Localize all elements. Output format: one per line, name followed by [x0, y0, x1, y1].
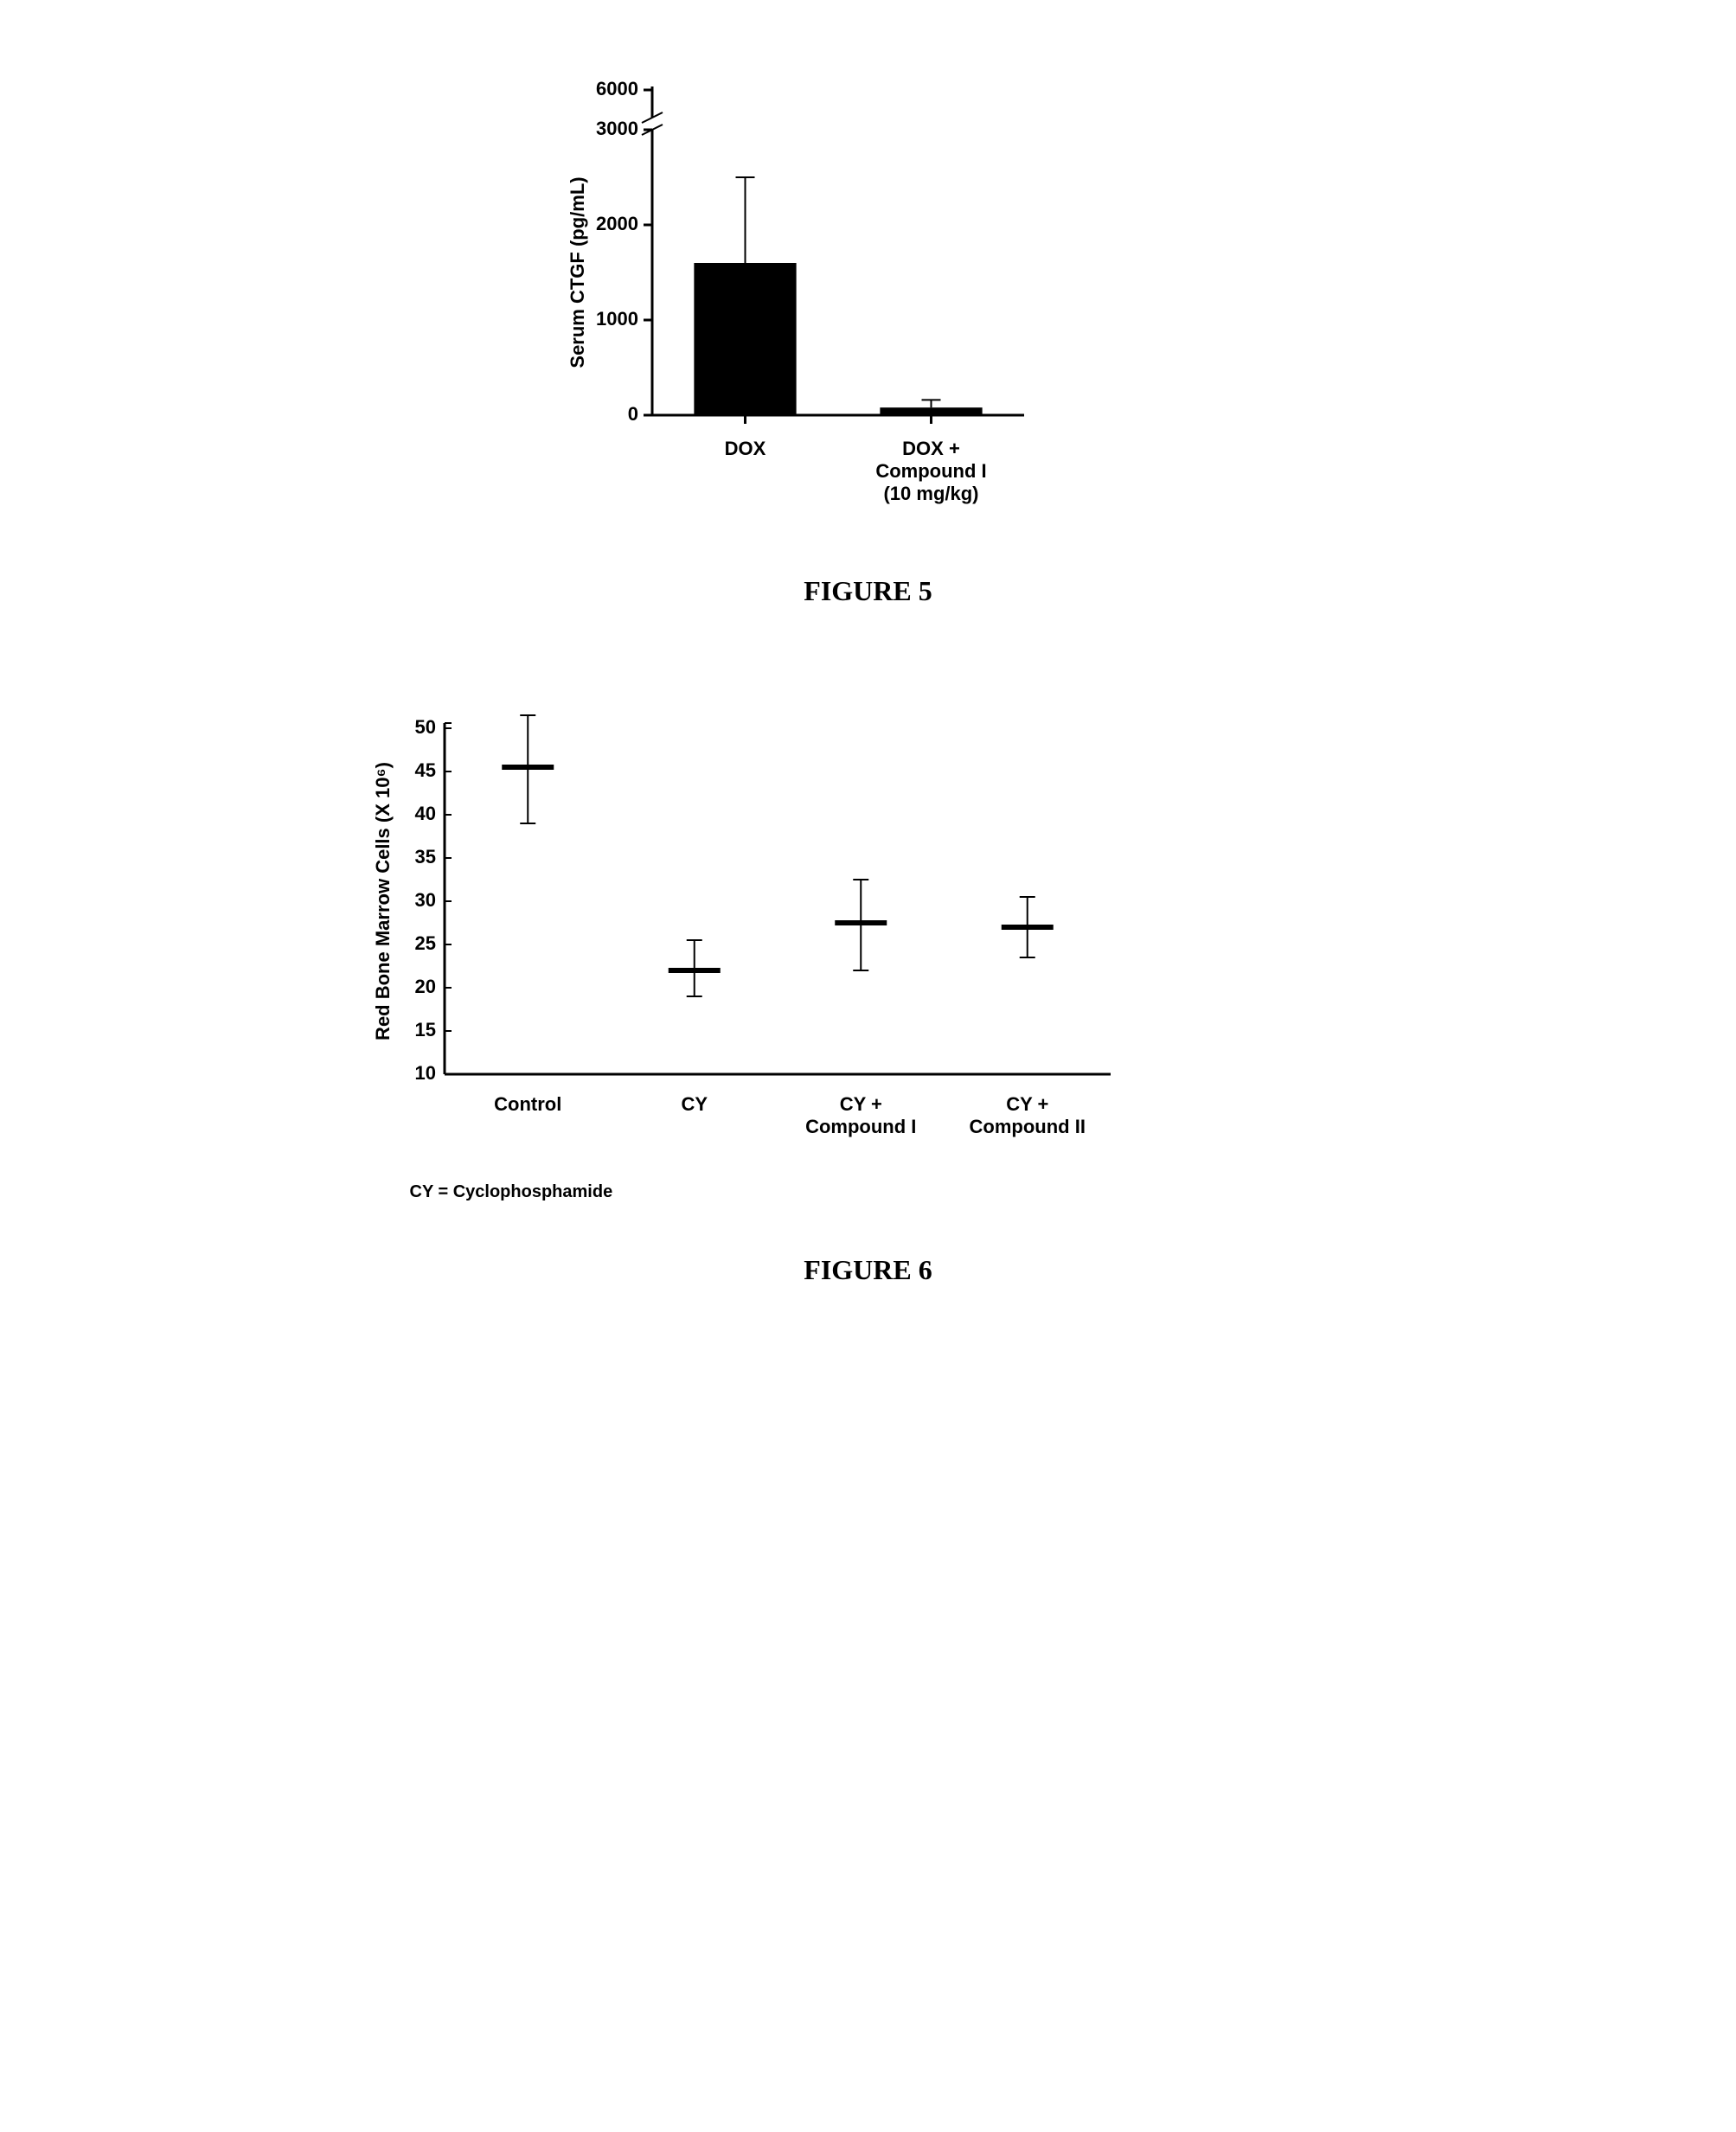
page: 0 1000 2000 3000 6000 Serum CTGF (pg/mL) DOX DO… [349, 35, 1387, 1286]
svg-text:40: 40 [414, 803, 435, 824]
svg-text:Serum CTGF (pg/mL): Serum CTGF (pg/mL) [566, 176, 587, 368]
figure-6-footnote: CY = Cyclophosphamide [410, 1182, 1387, 1202]
figure-5-chart: 0 1000 2000 3000 6000 Serum CTGF (pg/mL) DOX DO… [557, 35, 1387, 523]
figure-5-svg: 0 1000 2000 3000 6000 Serum CTGF (pg/mL) DOX DO… [557, 35, 1041, 519]
svg-text:DOX: DOX [724, 438, 766, 459]
svg-text:20: 20 [414, 976, 435, 997]
svg-text:50: 50 [414, 716, 435, 738]
svg-text:1000: 1000 [596, 308, 638, 330]
svg-text:25: 25 [414, 932, 435, 954]
svg-text:35: 35 [414, 846, 435, 868]
svg-text:6000: 6000 [596, 78, 638, 99]
svg-text:CY +Compound II: CY +Compound II [969, 1093, 1085, 1137]
figure-6-chart: 10 15 20 25 30 35 40 45 50 Red Bone Marrow Cells … [349, 711, 1387, 1165]
svg-text:CY +Compound I: CY +Compound I [805, 1093, 916, 1137]
svg-text:Control: Control [494, 1093, 561, 1115]
svg-text:3000: 3000 [596, 118, 638, 139]
figure-6-wrap: 10 15 20 25 30 35 40 45 50 Red Bone Marrow Cells … [349, 711, 1387, 1286]
svg-text:15: 15 [414, 1019, 435, 1040]
svg-text:DOX +Compound I(10 mg/kg): DOX +Compound I(10 mg/kg) [875, 438, 986, 504]
svg-text:45: 45 [414, 759, 435, 781]
svg-text:CY: CY [681, 1093, 708, 1115]
figure-6-caption: FIGURE 6 [349, 1254, 1387, 1286]
figure-6-svg: 10 15 20 25 30 35 40 45 50 Red Bone Marrow Cells … [349, 711, 1128, 1161]
figure-5-wrap: 0 1000 2000 3000 6000 Serum CTGF (pg/mL) DOX DO… [349, 35, 1387, 607]
svg-text:10: 10 [414, 1062, 435, 1084]
svg-text:0: 0 [627, 403, 637, 425]
svg-text:2000: 2000 [596, 213, 638, 234]
svg-text:Red Bone Marrow Cells (X 10⁶): Red Bone Marrow Cells (X 10⁶) [371, 762, 393, 1040]
figure-5-caption: FIGURE 5 [349, 575, 1387, 607]
svg-text:30: 30 [414, 889, 435, 911]
